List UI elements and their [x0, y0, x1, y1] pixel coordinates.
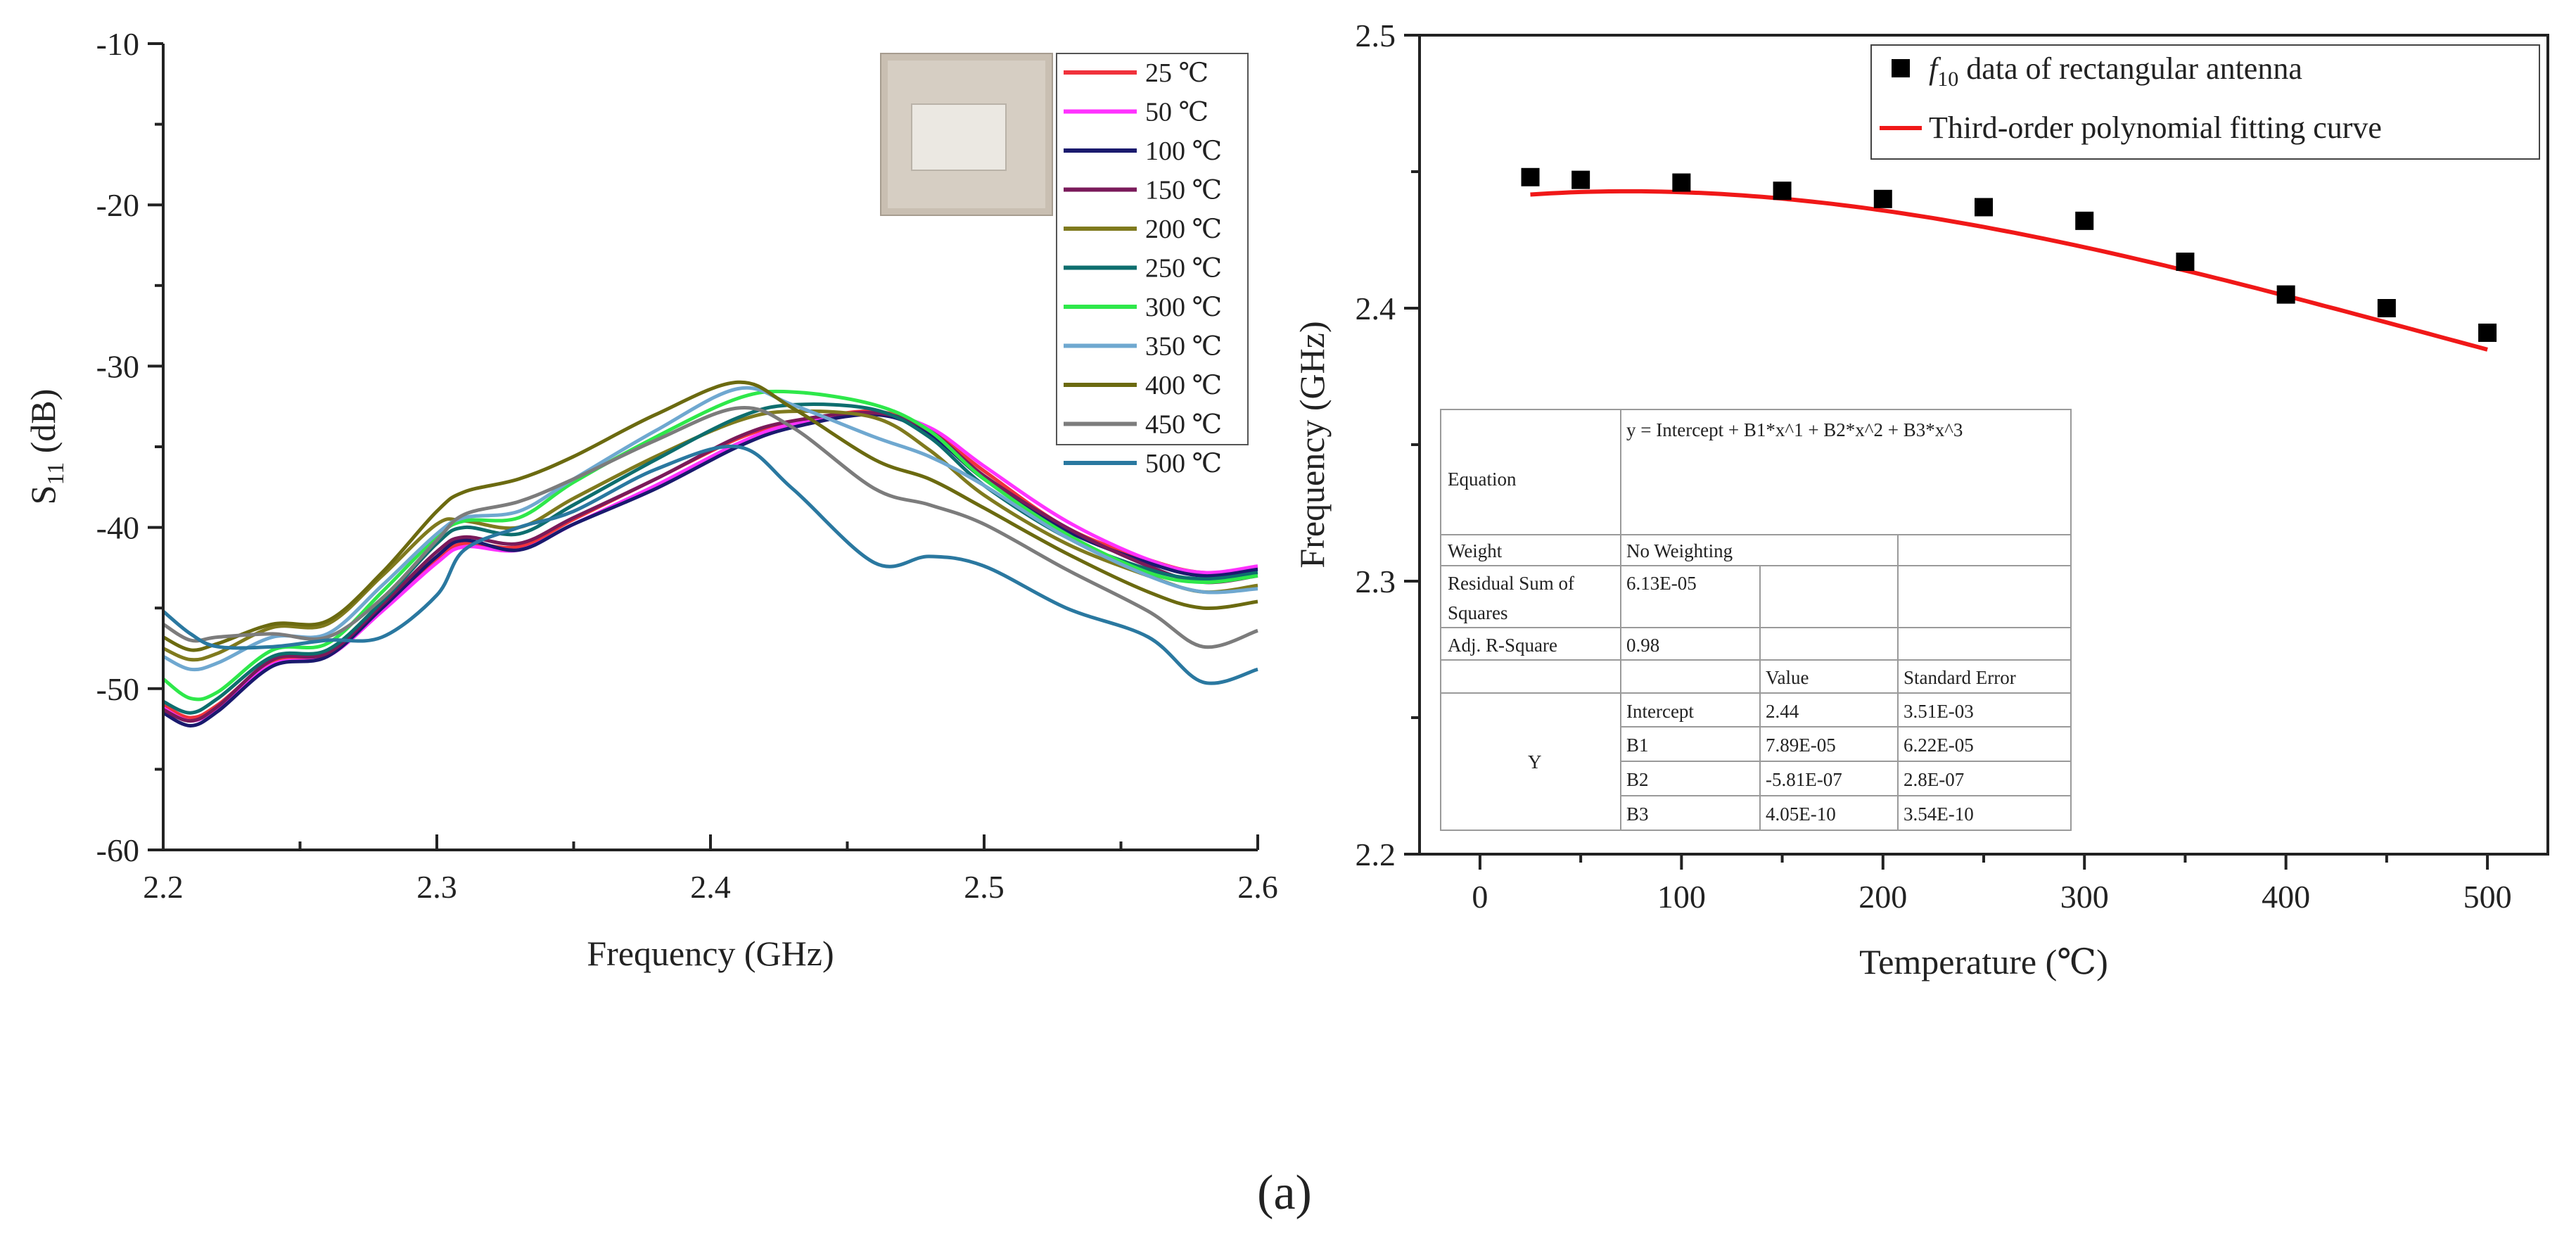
frequency-y-axis-title: Frequency (GHz) — [1292, 321, 1332, 568]
frequency-vs-temperature-chart: 0 100 200 300 400 500 2.2 2.3 2.4 2.5 Temperatur… — [1292, 18, 2549, 981]
legend-label-8: 400 ℃ — [1145, 371, 1222, 400]
f10-data-point — [2377, 299, 2396, 317]
table-se-header: Standard Error — [1904, 667, 2016, 688]
polynomial-fit-curve — [1530, 189, 2488, 352]
legend-label-3: 150 ℃ — [1145, 176, 1222, 205]
legend-label-10: 500 ℃ — [1145, 449, 1222, 478]
table-param: B1 — [1626, 735, 1649, 756]
temp-x-tick-label: 0 — [1472, 879, 1488, 915]
legend-label-5: 250 ℃ — [1145, 254, 1222, 284]
s11-y-tick-label: -50 — [96, 671, 139, 707]
table-param: Intercept — [1626, 701, 1694, 722]
s11-x-ticks: 2.2 2.3 2.4 2.5 2.6 — [143, 834, 1278, 905]
s11-y-tick-label: -40 — [96, 510, 139, 546]
temperature-x-ticks: 0 100 200 300 400 500 — [1472, 854, 2512, 915]
f10-data-points — [1521, 167, 2497, 342]
freq-y-tick-label: 2.2 — [1356, 837, 1396, 872]
frequency-legend: f10 data of rectangular antenna Third-or… — [1870, 44, 2540, 160]
fit-results-table: Equation y = Intercept + B1*x^1 + B2*x^2… — [1440, 409, 2072, 831]
legend-label-9: 450 ℃ — [1145, 410, 1222, 440]
s11-x-tick-label: 2.4 — [690, 869, 731, 905]
legend-label-6: 300 ℃ — [1145, 293, 1222, 322]
f10-data-point — [1975, 198, 1993, 217]
table-value-header: Value — [1766, 667, 1809, 688]
legend-f10-label: f10 data of rectangular antenna — [1929, 51, 2302, 91]
s11-curve-6 — [162, 389, 1258, 701]
panel-label: (a) — [1257, 1166, 1312, 1220]
table-param: B2 — [1626, 769, 1649, 790]
s11-y-tick-label: -60 — [96, 832, 139, 868]
s11-curve-8 — [162, 380, 1258, 652]
f10-data-point — [1521, 167, 1540, 186]
legend-label-4: 200 ℃ — [1145, 215, 1222, 244]
f10-data-point — [2478, 323, 2497, 342]
freq-y-tick-label: 2.3 — [1356, 564, 1396, 599]
f10-data-point — [1873, 189, 1892, 208]
table-equation-label: Equation — [1448, 469, 1517, 490]
s11-x-tick-label: 2.3 — [416, 869, 457, 905]
s11-curve-4 — [162, 409, 1258, 662]
s11-x-axis-title: Frequency (GHz) — [587, 934, 834, 973]
legend-fit-label: Third-order polynomial fitting curve — [1929, 110, 2382, 145]
table-equation: y = Intercept + B1*x^1 + B2*x^2 + B3*x^3 — [1626, 419, 1963, 440]
table-value: 4.05E-10 — [1766, 803, 1836, 825]
f10-data-point — [1672, 173, 1691, 192]
freq-y-tick-label: 2.5 — [1356, 18, 1396, 53]
table-se: 2.8E-07 — [1904, 769, 1964, 790]
table-weight: No Weighting — [1626, 540, 1733, 561]
temp-x-tick-label: 300 — [2060, 879, 2109, 915]
freq-y-tick-label: 2.4 — [1356, 291, 1396, 326]
table-weight-label: Weight — [1448, 540, 1503, 561]
frequency-y-ticks: 2.2 2.3 2.4 2.5 — [1356, 18, 1420, 872]
legend-label-2: 100 ℃ — [1145, 136, 1222, 166]
temp-x-tick-label: 100 — [1657, 879, 1706, 915]
legend-square-marker — [1892, 59, 1910, 77]
s11-curve-3 — [162, 411, 1258, 723]
table-r2-label: Adj. R-Square — [1448, 635, 1557, 656]
s11-x-tick-label: 2.5 — [964, 869, 1005, 905]
table-param: B3 — [1626, 803, 1649, 825]
s11-x-tick-label: 2.6 — [1237, 869, 1278, 905]
f10-data-point — [1571, 170, 1590, 189]
table-y-label: Y — [1528, 751, 1542, 773]
legend-label-1: 50 ℃ — [1145, 98, 1209, 127]
table-rss-label-2: Squares — [1448, 602, 1507, 623]
f10-data-point — [2075, 211, 2094, 230]
table-value: 7.89E-05 — [1766, 735, 1836, 756]
temp-x-tick-label: 200 — [1858, 879, 1907, 915]
antenna-photo-inset — [880, 53, 1053, 216]
s11-y-tick-label: -30 — [96, 348, 139, 384]
temp-x-tick-label: 400 — [2262, 879, 2310, 915]
s11-y-tick-label: -20 — [96, 187, 139, 223]
table-se: 3.51E-03 — [1904, 701, 1974, 722]
s11-curve-2 — [162, 412, 1258, 728]
s11-curves — [162, 380, 1258, 728]
f10-data-point — [1773, 182, 1792, 201]
s11-curve-9 — [162, 406, 1258, 649]
f10-data-point — [2276, 285, 2295, 304]
legend-label-7: 350 ℃ — [1145, 332, 1222, 362]
f10-data-point — [2176, 253, 2195, 272]
table-se: 3.54E-10 — [1904, 803, 1974, 825]
temp-x-tick-label: 500 — [2463, 879, 2512, 915]
s11-y-tick-label: -10 — [96, 26, 139, 62]
s11-x-tick-label: 2.2 — [143, 869, 184, 905]
table-r2: 0.98 — [1626, 635, 1659, 656]
legend-label-0: 25 ℃ — [1145, 58, 1209, 88]
table-se: 6.22E-05 — [1904, 735, 1974, 756]
s11-chart: 2.2 2.3 2.4 2.5 2.6 -60 -50 -40 -30 -20 -10 Frequ… — [23, 26, 1278, 973]
s11-y-ticks: -60 -50 -40 -30 -20 -10 — [96, 26, 163, 868]
s11-curve-10 — [162, 444, 1258, 685]
temperature-x-axis-title: Temperature (℃) — [1859, 942, 2108, 981]
table-value: 2.44 — [1766, 701, 1799, 722]
s11-y-axis-title: S11 (dB) — [23, 389, 69, 505]
table-rss-label-1: Residual Sum of — [1448, 573, 1574, 594]
table-rss: 6.13E-05 — [1626, 573, 1697, 594]
table-value: -5.81E-07 — [1766, 769, 1842, 790]
s11-legend: 25 ℃ 50 ℃ 100 ℃ 150 ℃ 200 ℃ 250 ℃ 300 ℃ 350 ℃ 40… — [1056, 53, 1249, 478]
